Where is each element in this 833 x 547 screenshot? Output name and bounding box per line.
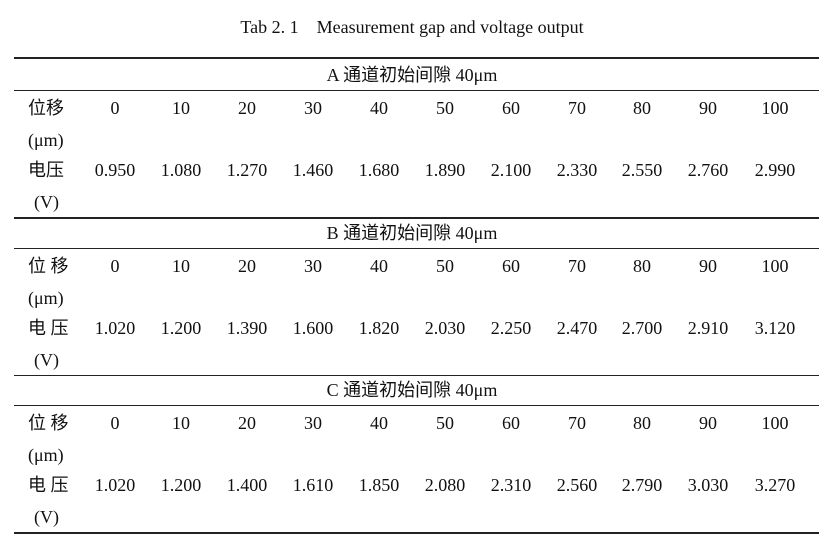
cell: 3.030: [687, 475, 729, 495]
cell: 0: [110, 413, 120, 433]
row-unit: (V): [34, 349, 59, 370]
cell: 1.200: [160, 475, 202, 495]
cell: 90: [699, 98, 717, 118]
section-rule: [14, 374, 819, 376]
cell: 1.200: [160, 317, 202, 338]
cell: 2.100: [490, 160, 532, 180]
cell: 0.950: [94, 160, 136, 180]
cell: 2.700: [621, 317, 663, 338]
row-label: 电 压: [28, 475, 69, 495]
row-unit: (μm): [28, 130, 64, 150]
cell: 20: [238, 255, 256, 276]
row-unit: (μm): [28, 445, 64, 465]
cell: 80: [633, 413, 651, 433]
cell: 40: [370, 255, 388, 276]
section-header: A 通道初始间隙 40μm: [326, 65, 498, 85]
row-label: 电 压: [28, 317, 69, 338]
cell: 60: [502, 413, 520, 433]
cell: 30: [304, 413, 322, 433]
cell: 2.310: [490, 475, 532, 495]
cell: 90: [699, 255, 717, 276]
cell: 2.550: [621, 160, 663, 180]
row-unit: (μm): [28, 287, 64, 308]
cell: 70: [568, 255, 586, 276]
cell: 3.120: [754, 317, 796, 338]
section-header: C 通道初始间隙 40μm: [326, 380, 498, 400]
row-label: 位 移: [28, 255, 69, 276]
cell: 2.990: [754, 160, 796, 180]
cell: 1.390: [226, 317, 268, 338]
header-rule: [14, 405, 819, 406]
cell: 10: [172, 255, 190, 276]
row-label: 电压: [28, 160, 64, 180]
cell: 70: [568, 413, 586, 433]
cell: 80: [633, 98, 651, 118]
cell: 10: [172, 98, 190, 118]
header-rule: [14, 247, 819, 249]
top-rule: [14, 57, 819, 59]
cell: 10: [172, 413, 190, 433]
section-header: B 通道初始间隙 40μm: [326, 222, 498, 243]
cell: 20: [238, 98, 256, 118]
cell: 50: [436, 413, 454, 433]
section-rule: [14, 532, 819, 534]
cell: 3.270: [754, 475, 796, 495]
cell: 2.790: [621, 475, 663, 495]
cell: 2.470: [556, 317, 598, 338]
cell: 2.760: [687, 160, 729, 180]
row-label: 位移: [28, 98, 64, 118]
cell: 2.080: [424, 475, 466, 495]
cell: 60: [502, 98, 520, 118]
row-unit: (V): [34, 192, 59, 212]
cell: 1.850: [358, 475, 400, 495]
cell: 30: [304, 255, 322, 276]
cell: 1.400: [226, 475, 268, 495]
cell: 1.080: [160, 160, 202, 180]
table-title: Tab 2. 1 Measurement gap and voltage out…: [240, 17, 584, 37]
cell: 50: [436, 98, 454, 118]
cell: 0: [110, 255, 120, 276]
cell: 30: [304, 98, 322, 118]
header-rule: [14, 90, 819, 91]
cell: 100: [761, 98, 789, 118]
cell: 1.600: [292, 317, 334, 338]
cell: 1.020: [94, 475, 136, 495]
cell: 1.020: [94, 317, 136, 338]
cell: 2.250: [490, 317, 532, 338]
cell: 2.910: [687, 317, 729, 338]
cell: 80: [633, 255, 651, 276]
cell: 2.560: [556, 475, 598, 495]
cell: 2.330: [556, 160, 598, 180]
row-label: 位 移: [28, 413, 69, 433]
cell: 60: [502, 255, 520, 276]
section-rule: [14, 217, 819, 219]
cell: 1.680: [358, 160, 400, 180]
cell: 90: [699, 413, 717, 433]
cell: 1.270: [226, 160, 268, 180]
cell: 50: [436, 255, 454, 276]
cell: 0: [110, 98, 120, 118]
cell: 2.030: [424, 317, 466, 338]
cell: 40: [370, 98, 388, 118]
cell: 1.460: [292, 160, 334, 180]
row-unit: (V): [34, 507, 59, 527]
cell: 100: [761, 413, 789, 433]
cell: 1.890: [424, 160, 466, 180]
cell: 20: [238, 413, 256, 433]
cell: 70: [568, 98, 586, 118]
cell: 1.610: [292, 475, 334, 495]
cell: 40: [370, 413, 388, 433]
cell: 1.820: [358, 317, 400, 338]
cell: 100: [761, 255, 789, 276]
